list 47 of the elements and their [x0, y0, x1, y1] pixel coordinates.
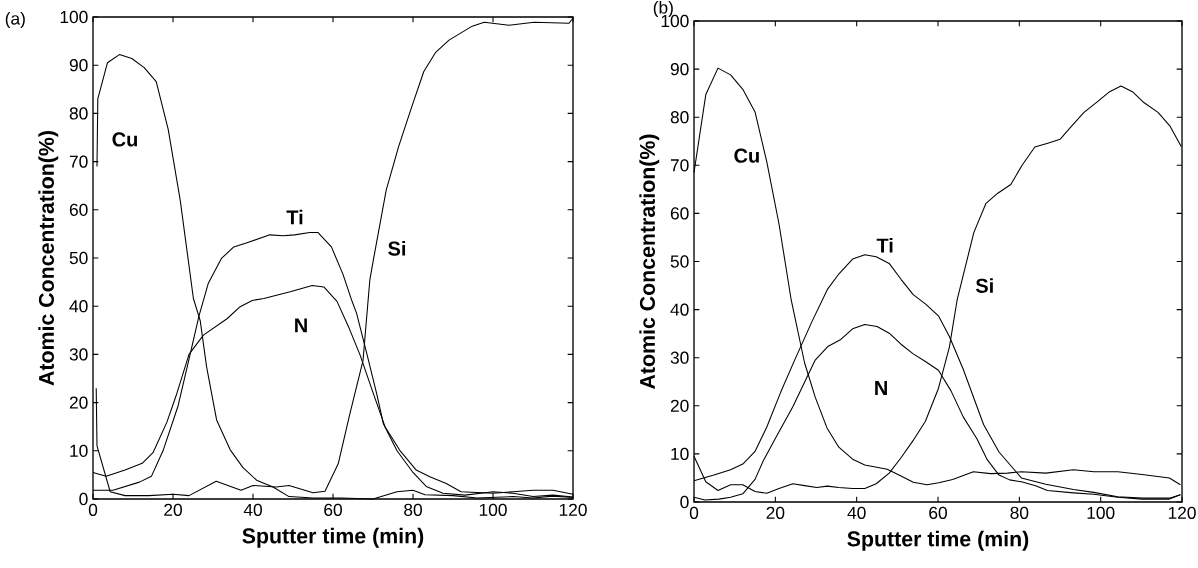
x-tick-label: 120: [559, 503, 587, 516]
y-tick-label: 40: [670, 303, 689, 316]
y-tick-label: 0: [79, 492, 88, 506]
y-tick-label: 10: [70, 444, 88, 457]
y-tick-label: 100: [60, 10, 88, 24]
y-tick-label: 70: [670, 159, 689, 172]
y-tick-label: 30: [69, 348, 88, 361]
x-tick-label: 60: [324, 503, 342, 516]
y-tick-label: 60: [69, 203, 88, 216]
series-label: Ti: [286, 209, 303, 225]
y-tick-label: 90: [670, 62, 689, 76]
y-tick-label: 20: [670, 399, 689, 412]
y-tick-label: 30: [670, 351, 689, 364]
x-tick-label: 100: [479, 503, 507, 516]
y-tick-label: 80: [69, 107, 88, 120]
x-tick-label: 40: [847, 506, 866, 519]
x-axis-title: Sputter time (min): [242, 527, 424, 548]
series-label: Si: [388, 241, 406, 256]
x-tick-label: 20: [766, 506, 785, 519]
x-tick-label: 80: [1010, 506, 1029, 519]
x-tick-label: 0: [689, 506, 699, 519]
x-tick-label: 40: [243, 503, 262, 516]
x-tick-label: 120: [1168, 506, 1196, 519]
y-tick-label: 70: [69, 155, 88, 168]
y-axis-title: Atomic Concentration(%): [639, 134, 660, 389]
y-tick-label: 90: [69, 59, 88, 72]
y-axis-title: Atomic Concentration(%): [38, 131, 59, 386]
legend-label: Cu: [734, 148, 759, 163]
y-tick-label: 50: [69, 251, 88, 265]
x-tick-label: 0: [88, 503, 98, 516]
legend-label: Cu: [112, 132, 138, 147]
y-tick-label: 60: [670, 207, 689, 220]
series-label: N: [875, 381, 887, 395]
x-tick-label: 80: [404, 503, 422, 516]
x-axis-title: Sputter time (min): [847, 530, 1029, 551]
x-tick-label: 100: [1087, 506, 1115, 519]
y-tick-label: 80: [670, 111, 689, 124]
series-label: Ti: [876, 237, 893, 253]
y-tick-label: 20: [69, 396, 88, 409]
series-label: N: [295, 318, 307, 333]
x-tick-label: 20: [164, 503, 182, 516]
y-tick-label: 40: [69, 300, 88, 313]
series-label: Si: [975, 278, 993, 293]
chart-title: (a): [5, 11, 25, 29]
y-tick-label: 50: [670, 255, 689, 268]
y-tick-label: 10: [671, 447, 689, 461]
x-tick-label: 60: [929, 506, 947, 519]
